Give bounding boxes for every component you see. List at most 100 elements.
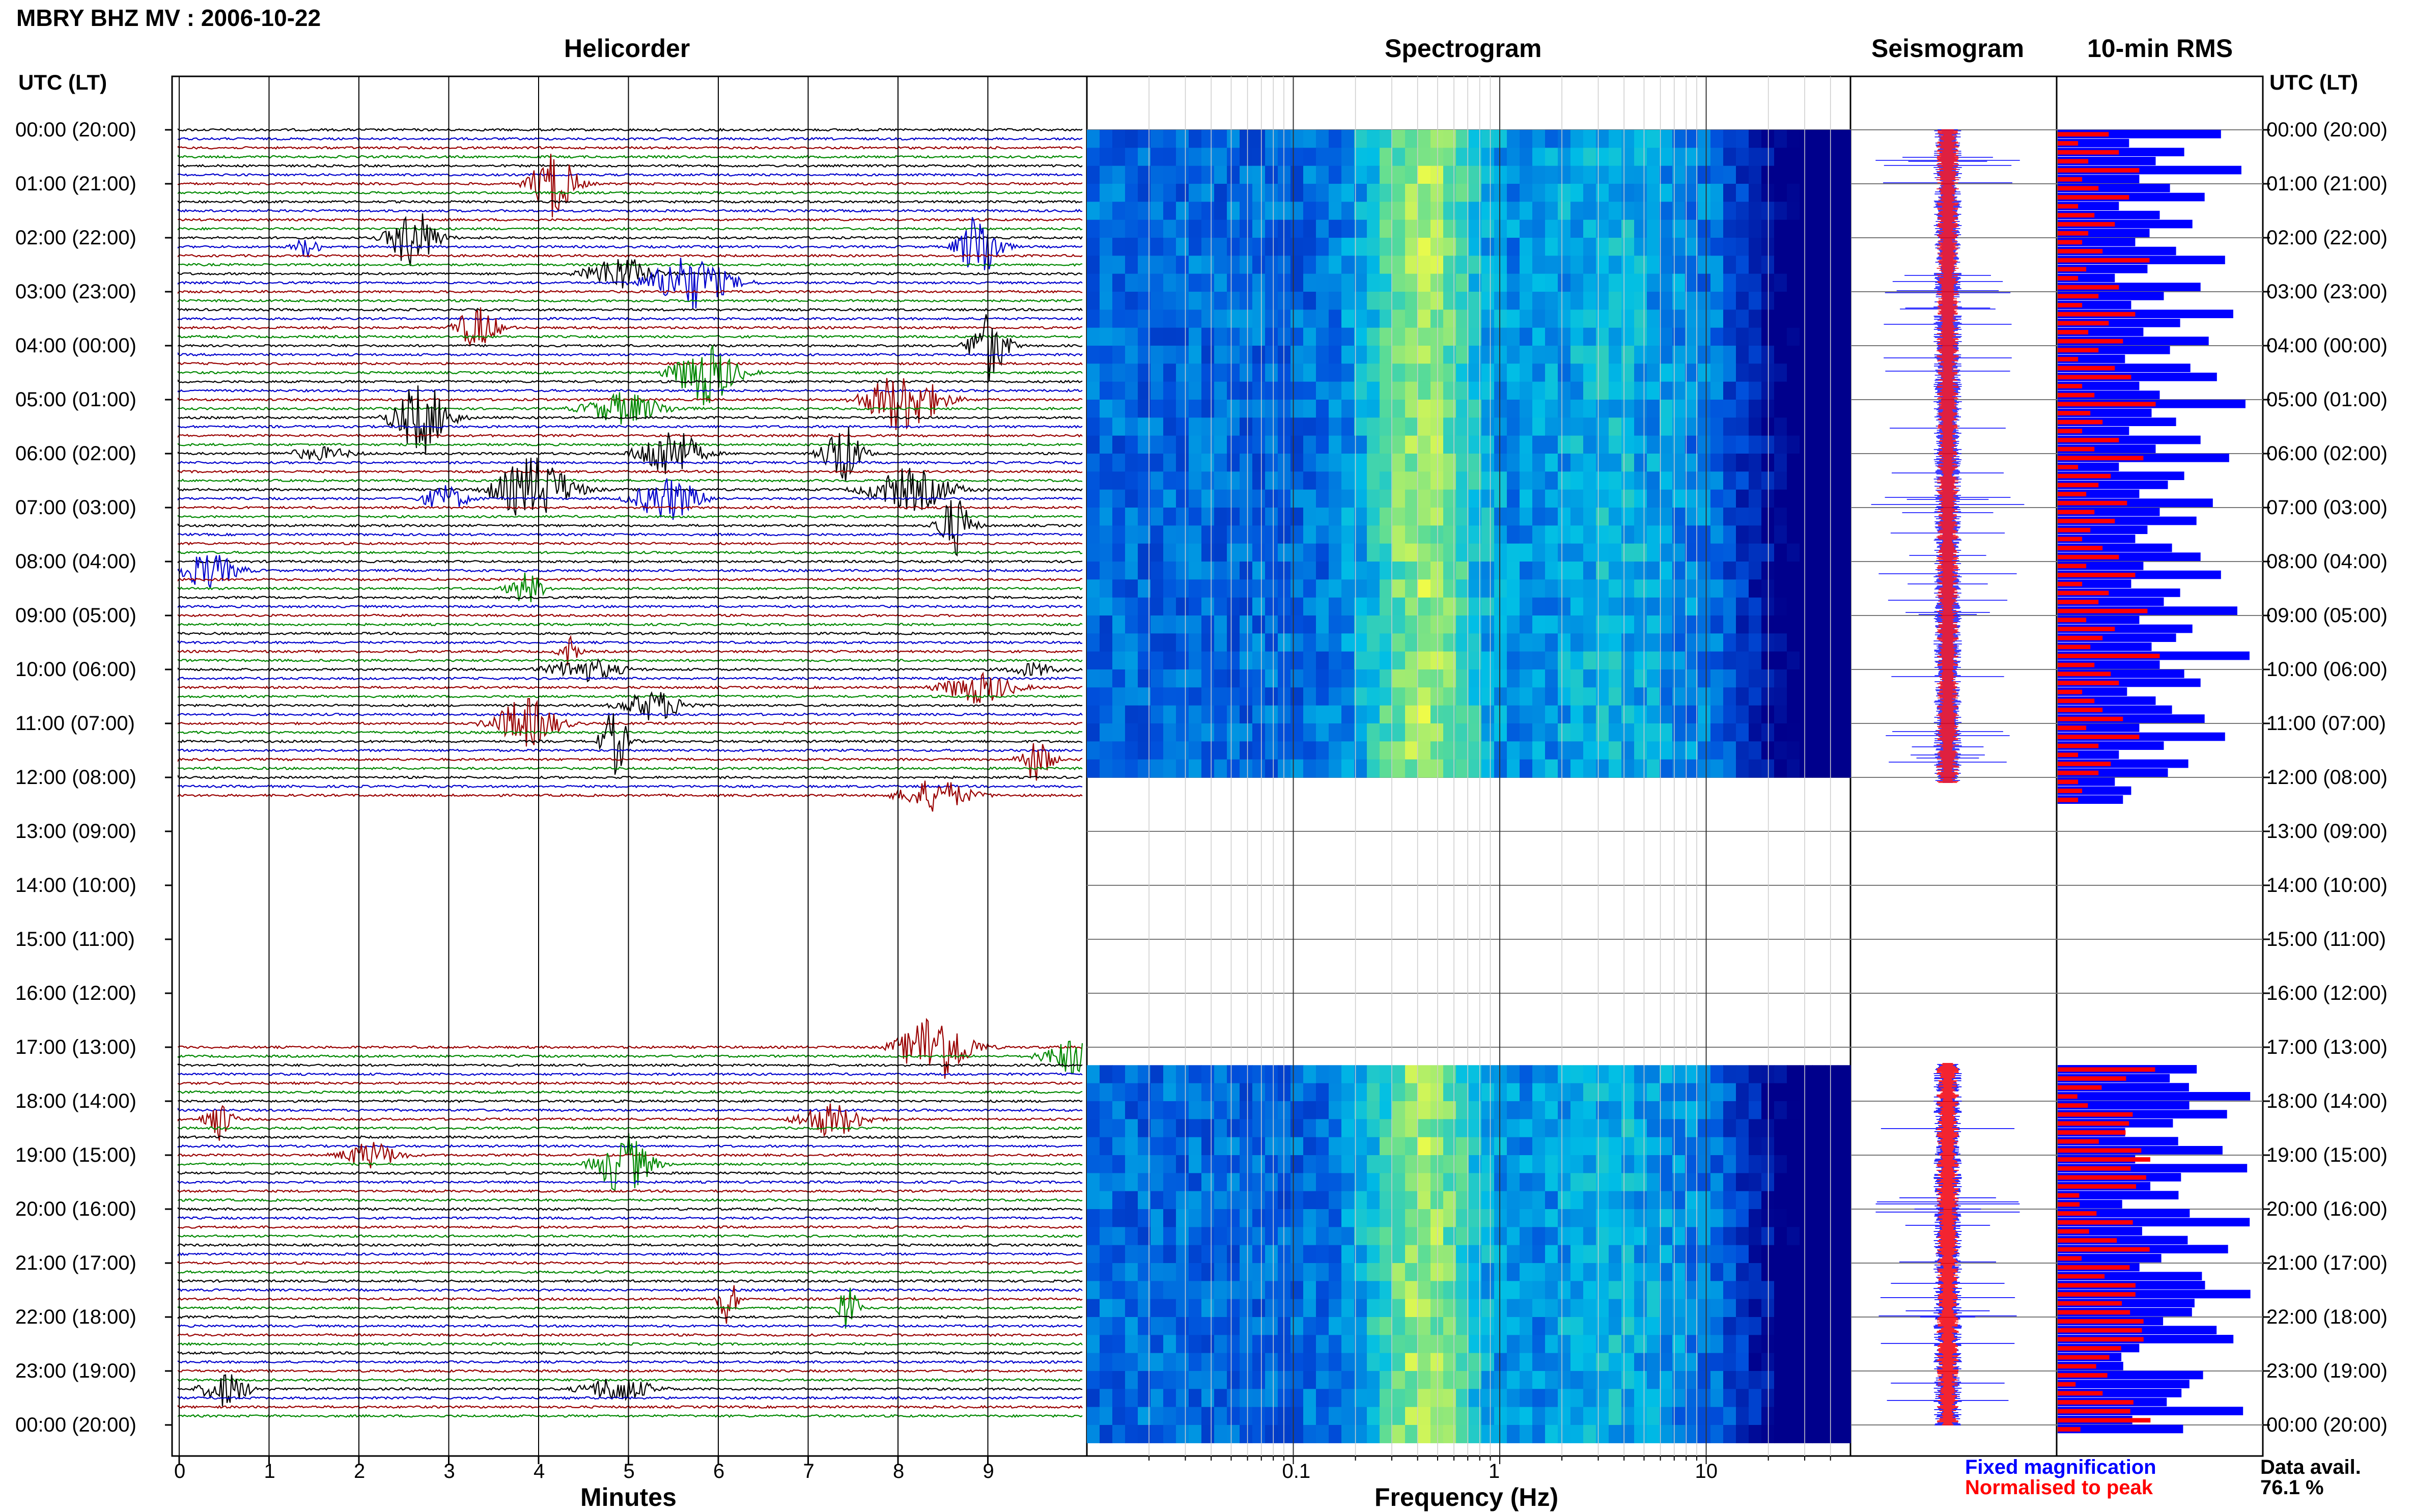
spectrogram-cell [1545, 1065, 1558, 1084]
spectrogram-cell [1290, 1173, 1304, 1192]
spectrogram-cell [1838, 256, 1851, 274]
spectrogram-cell [1698, 184, 1711, 202]
spectrogram-cell [1558, 1335, 1571, 1354]
hour-label: 10:00 (06:00) [15, 658, 136, 681]
spectrogram-cell [1749, 471, 1762, 490]
hour-label: 08:00 (04:00) [2266, 550, 2388, 573]
spectrogram-cell [1698, 219, 1711, 238]
spectrogram-cell [1265, 1101, 1278, 1119]
spectrogram-cell [1240, 219, 1253, 238]
spectrogram-cell [1367, 525, 1380, 544]
spectrogram-cell [1214, 543, 1227, 562]
spectrogram-cell [1532, 292, 1546, 310]
spectrogram-cell [1418, 1353, 1431, 1371]
spectrogram-cell [1710, 1281, 1724, 1300]
spectrogram-cell [1367, 1425, 1380, 1443]
spectrogram-cell [1558, 1353, 1571, 1371]
spectrogram-cell [1634, 381, 1647, 400]
spectrogram-cell [1507, 669, 1520, 688]
spectrogram-cell [1685, 1227, 1698, 1246]
rms-bar-normalised [2058, 1184, 2136, 1189]
spectrogram-cell [1087, 1173, 1100, 1192]
spectrogram-cell [1163, 579, 1176, 598]
spectrogram-cell [1227, 219, 1240, 238]
spectrogram-cell [1290, 1245, 1304, 1264]
spectrogram-cell [1545, 741, 1558, 760]
rms-bar-normalised [2058, 725, 2087, 731]
helicorder-trace [177, 254, 1083, 258]
rms-bar-normalised [2058, 537, 2083, 542]
spectrogram-cell [1278, 615, 1291, 634]
spectrogram-cell [1507, 256, 1520, 274]
spectrogram-cell [1176, 723, 1189, 742]
spectrogram-cell [1112, 579, 1126, 598]
spectrogram-cell [1647, 1101, 1660, 1119]
spectrogram-cell [1494, 1155, 1507, 1173]
rms-bar-normalised [2058, 1382, 2076, 1387]
spectrogram-cell [1749, 1209, 1762, 1227]
spectrogram-cell [1252, 759, 1266, 778]
helicorder-x-label: Minutes [580, 1483, 677, 1511]
spectrogram-cell [1583, 148, 1596, 166]
spectrogram-cell [1214, 1407, 1227, 1425]
spectrogram-cell [1507, 1281, 1520, 1300]
spectrogram-cell [1634, 687, 1647, 706]
spectrogram-cell [1151, 1209, 1164, 1227]
spectrogram-cell [1736, 1173, 1749, 1192]
spectrogram-cell [1800, 1245, 1813, 1264]
spectrogram-cell [1189, 1353, 1202, 1371]
rms-bar-normalised [2058, 213, 2095, 218]
spectrogram-cell [1290, 310, 1304, 328]
spectrogram-cell [1723, 1281, 1736, 1300]
spectrogram-cell [1583, 184, 1596, 202]
spectrogram-cell [1456, 1425, 1469, 1443]
spectrogram-cell [1151, 687, 1164, 706]
spectrogram-cell [1545, 723, 1558, 742]
spectrogram-cell [1112, 1425, 1126, 1443]
spectrogram-cell [1252, 400, 1266, 418]
spectrogram-cell [1278, 633, 1291, 652]
spectrogram-cell [1634, 508, 1647, 526]
spectrogram-cell [1723, 741, 1736, 760]
spectrogram-cell [1736, 741, 1749, 760]
spectrogram-cell [1087, 202, 1100, 220]
spectrogram-cell [1520, 543, 1533, 562]
spectrogram-cell [1812, 381, 1826, 400]
spectrogram-cell [1341, 165, 1355, 184]
spectrogram-cell [1252, 741, 1266, 760]
spectrogram-cell [1685, 238, 1698, 256]
spectrogram-cell [1698, 1353, 1711, 1371]
spectrogram-cell [1456, 130, 1469, 148]
spectrogram-cell [1647, 454, 1660, 472]
spectrogram-cell [1405, 363, 1418, 382]
spectrogram-cell [1240, 741, 1253, 760]
spectrogram-cell [1354, 148, 1367, 166]
spectrogram-cell [1430, 489, 1444, 508]
spectrogram-cell [1214, 579, 1227, 598]
spectrogram-cell [1723, 615, 1736, 634]
helicorder-trace [177, 1126, 1082, 1130]
spectrogram-cell [1240, 1335, 1253, 1354]
spectrogram-cell [1621, 292, 1635, 310]
spectrogram-cell [1800, 273, 1813, 292]
spectrogram-cell [1443, 669, 1456, 688]
spectrogram-cell [1163, 687, 1176, 706]
helicorder-trace [177, 1180, 1083, 1185]
spectrogram-cell [1800, 1425, 1813, 1443]
spectrogram-cell [1736, 1263, 1749, 1281]
spectrogram-cell [1736, 508, 1749, 526]
spectrogram-cell [1240, 615, 1253, 634]
spectrogram-cell [1698, 327, 1711, 346]
spectrogram-cell [1252, 1281, 1266, 1300]
spectrogram-cell [1176, 184, 1189, 202]
spectrogram-cell [1252, 292, 1266, 310]
spectrogram-cell [1570, 148, 1584, 166]
spectrogram-cell [1252, 327, 1266, 346]
hour-label: 02:00 (22:00) [2266, 227, 2388, 249]
spectrogram-cell [1825, 400, 1838, 418]
spectrogram-cell [1609, 1353, 1622, 1371]
spectrogram-cell [1240, 1425, 1253, 1443]
spectrogram-cell [1481, 1083, 1495, 1102]
spectrogram-cell [1520, 562, 1533, 580]
spectrogram-cell [1723, 1245, 1736, 1264]
